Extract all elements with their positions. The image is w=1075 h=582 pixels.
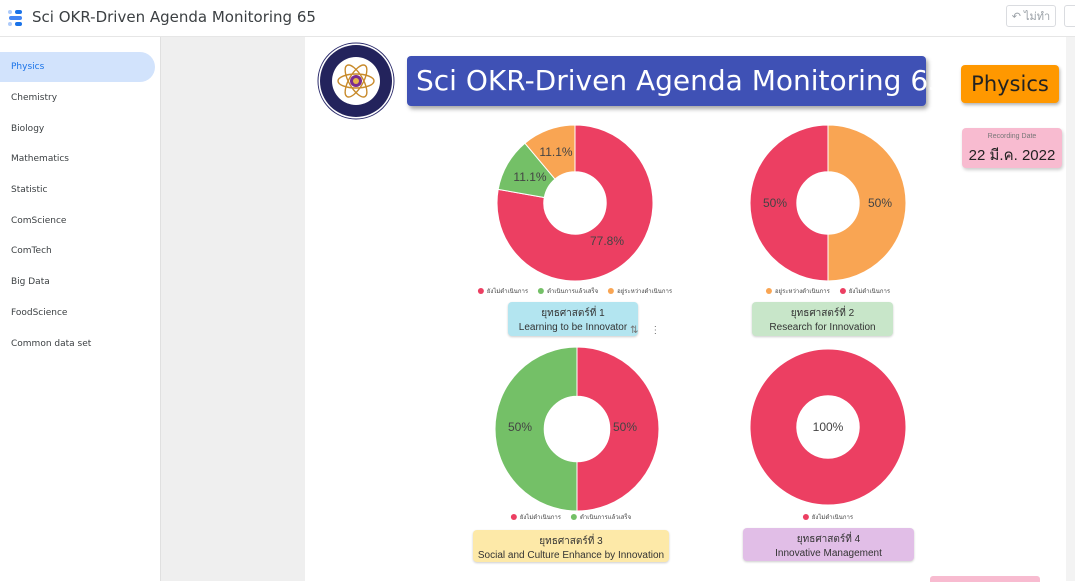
slice-label-not-started: 77.8% — [589, 234, 625, 248]
strategy-card-1: ยุทธศาสตร์ที่ 1 Learning to be Innovator — [508, 302, 638, 336]
nav-item-biology[interactable]: Biology — [11, 124, 45, 134]
legend-label: ยังไม่ดำเนินการ — [486, 289, 529, 295]
legend-dot — [477, 288, 484, 294]
donut-slice-0[interactable] — [749, 348, 907, 506]
subject-badge: Physics — [961, 65, 1059, 103]
undo-icon: ↶ — [1011, 10, 1021, 23]
strategy-subtitle: Social and Culture Enhance by Innovation — [477, 550, 665, 561]
legend-item: ยังไม่ดำเนินการ — [510, 512, 562, 522]
slice-label-in-progress: 50% — [867, 196, 893, 210]
nav-item-chemistry[interactable]: Chemistry — [11, 93, 58, 103]
nav-item-comtech[interactable]: ComTech — [11, 246, 52, 256]
legend-item: อยู่ระหว่างดำเนินการ — [765, 286, 830, 296]
legend-item: ยังไม่ดำเนินการ — [839, 286, 891, 296]
app-title: Sci OKR-Driven Agenda Monitoring 65 — [32, 8, 316, 26]
chart-legend: อยู่ระหว่างดำเนินการ ยังไม่ดำเนินการ — [765, 286, 891, 296]
more-vert-icon[interactable]: ⋮ — [650, 325, 661, 336]
canvas-gutter-right — [1066, 37, 1075, 581]
donut-slice-0[interactable] — [827, 124, 907, 282]
legend-item: ยังไม่ดำเนินการ — [802, 512, 854, 522]
nav-item-statistic[interactable]: Statistic — [11, 185, 48, 195]
chart-legend: ยังไม่ดำเนินการ ดำเนินการแล้วเสร็จ อยู่ร… — [477, 286, 672, 296]
donut-slice-1[interactable] — [749, 124, 829, 282]
report-canvas — [305, 37, 1066, 581]
legend-label: ยังไม่ดำเนินการ — [848, 289, 891, 295]
slice-label-done: 11.1% — [513, 170, 547, 184]
nav-item-common-data-set[interactable]: Common data set — [11, 339, 92, 349]
legend-dot — [608, 288, 615, 294]
legend-dot — [802, 514, 809, 520]
strategy-subtitle: Learning to be Innovator — [518, 322, 628, 333]
legend-dot — [839, 288, 846, 294]
chart-legend: ยังไม่ดำเนินการ ดำเนินการแล้วเสร็จ — [510, 512, 631, 522]
nav-item-big-data[interactable]: Big Data — [11, 277, 50, 287]
canvas-gutter-left — [161, 37, 305, 581]
strategy-card-2: ยุทธศาสตร์ที่ 2 Research for Innovation — [752, 302, 893, 336]
legend-item: ดำเนินการแล้วเสร็จ — [571, 512, 631, 522]
recording-date-card: Recording Date 22 มี.ค. 2022 — [962, 128, 1062, 168]
donut-slice-0[interactable] — [576, 346, 660, 512]
legend-dot — [510, 514, 517, 520]
donut-chart-strategy-4[interactable] — [749, 348, 907, 506]
strategy-subtitle: Research for Innovation — [769, 322, 876, 333]
report-title-banner: Sci OKR-Driven Agenda Monitoring 65 — [407, 56, 946, 106]
data-studio-logo-icon — [8, 10, 22, 26]
strategy-title: ยุทธศาสตร์ที่ 2 — [790, 308, 855, 319]
legend-label: ยังไม่ดำเนินการ — [519, 515, 562, 521]
sort-icon[interactable]: ⇅ — [630, 325, 639, 336]
legend-label: อยู่ระหว่างดำเนินการ — [774, 289, 830, 295]
legend-label: ดำเนินการแล้วเสร็จ — [580, 515, 632, 521]
overflow-button[interactable] — [1064, 5, 1075, 27]
page-navigation: Physics Chemistry Biology Mathematics St… — [0, 37, 161, 581]
strategy-card-3: ยุทธศาสตร์ที่ 3 Social and Culture Enhan… — [473, 530, 669, 562]
undo-button[interactable]: ↶ ไม่ทำ — [1006, 5, 1056, 27]
donut-slice-0[interactable] — [496, 124, 654, 282]
legend-label: อยู่ระหว่างดำเนินการ — [617, 289, 673, 295]
slice-label-done: 50% — [507, 420, 533, 434]
nav-item-foodscience[interactable]: FoodScience — [11, 308, 68, 318]
donut-slice-2[interactable] — [524, 124, 576, 180]
nav-item-physics[interactable]: Physics — [0, 52, 155, 82]
donut-chart-strategy-2[interactable] — [749, 124, 907, 282]
recording-date-label: Recording Date — [987, 133, 1037, 140]
legend-dot — [571, 514, 578, 520]
nav-item-mathematics[interactable]: Mathematics — [11, 154, 69, 164]
slice-label-not-started: 100% — [812, 420, 844, 434]
chart-legend: ยังไม่ดำเนินการ — [802, 512, 854, 522]
undo-label: ไม่ทำ — [1024, 11, 1051, 23]
strategy-subtitle: Innovative Management — [775, 548, 882, 559]
donut-chart-strategy-3[interactable] — [494, 346, 660, 512]
legend-item: ยังไม่ดำเนินการ — [477, 286, 529, 296]
strategy-title: ยุทธศาสตร์ที่ 1 — [541, 308, 605, 319]
strategy-card-4: ยุทธศาสตร์ที่ 4 Innovative Management — [743, 528, 914, 561]
donut-chart-strategy-1[interactable] — [496, 124, 654, 282]
legend-item: อยู่ระหว่างดำเนินการ — [608, 286, 672, 296]
faculty-seal-logo — [317, 42, 395, 120]
strategy-title: ยุทธศาสตร์ที่ 3 — [539, 536, 603, 547]
donut-slice-1[interactable] — [494, 346, 578, 512]
legend-item: ดำเนินการแล้วเสร็จ — [538, 286, 598, 296]
legend-dot — [765, 288, 772, 294]
nav-item-comscience[interactable]: ComScience — [11, 216, 67, 226]
chart-hover-toolbar: ⇅ ⋮ — [630, 325, 675, 339]
legend-label: ดำเนินการแล้วเสร็จ — [547, 289, 599, 295]
top-bar: Sci OKR-Driven Agenda Monitoring 65 ↶ ไม… — [0, 0, 1075, 37]
strategy-title: ยุทธศาสตร์ที่ 4 — [796, 534, 861, 545]
next-card-edge — [930, 576, 1040, 582]
slice-label-not-started: 50% — [762, 196, 788, 210]
recording-date-value: 22 มี.ค. 2022 — [968, 147, 1056, 164]
legend-label: ยังไม่ดำเนินการ — [811, 515, 854, 521]
slice-label-not-started: 50% — [612, 420, 638, 434]
slice-label-in-progress: 11.1% — [539, 145, 573, 159]
legend-dot — [538, 288, 545, 294]
